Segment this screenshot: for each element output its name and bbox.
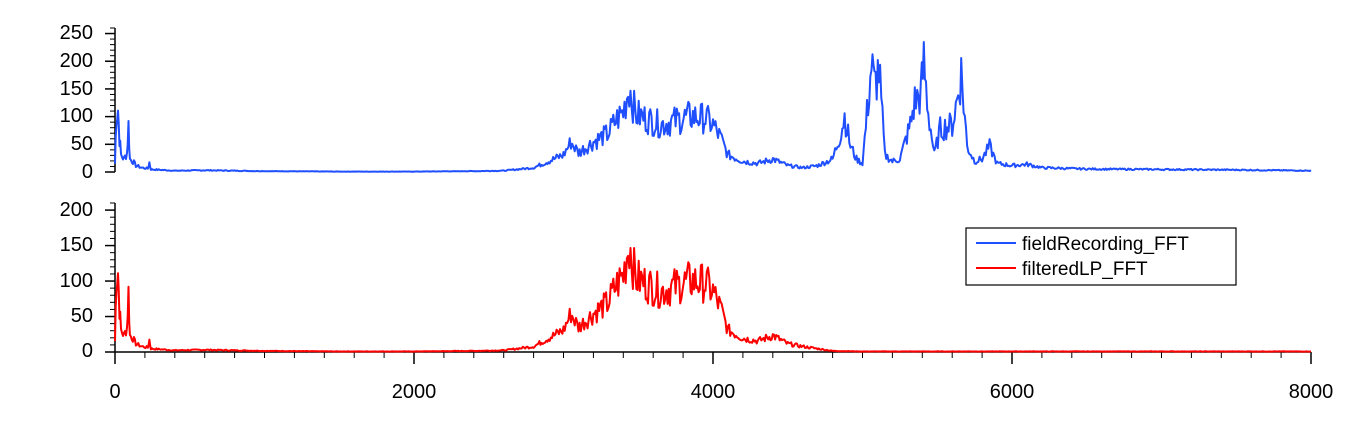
legend-label-filteredLP-FFT: filteredLP_FFT [1022, 259, 1148, 280]
x-tick-label-0: 0 [109, 381, 120, 403]
legend-label-fieldRecording-FFT: fieldRecording_FFT [1022, 234, 1189, 255]
top-panel: 0 50 100 150 200 250 [60, 22, 1312, 183]
bottom-panel: 0 50 100 150 200 0 2000 4000 6000 8000 [60, 199, 1334, 403]
x-tick-label-2000: 2000 [392, 381, 437, 403]
series-line-filteredLP-FFT [114, 247, 1312, 353]
x-tick-label-6000: 6000 [990, 381, 1035, 403]
top-y-tick-label-100: 100 [60, 105, 93, 127]
bottom-y-tick-label-100: 100 [60, 270, 93, 292]
legend-box [965, 227, 1237, 286]
top-y-tick-label-0: 0 [82, 161, 93, 183]
top-y-tick-label-150: 150 [60, 78, 93, 100]
bottom-y-tick-label-0: 0 [82, 340, 93, 362]
top-y-tick-label-200: 200 [60, 50, 93, 72]
x-ticks [114, 352, 1312, 364]
top-y-tick-label-50: 50 [71, 133, 93, 155]
legend: fieldRecording_FFT filteredLP_FFT [965, 227, 1237, 286]
series-line-fieldRecording-FFT [114, 41, 1312, 173]
bottom-y-tick-label-150: 150 [60, 234, 93, 256]
x-tick-label-4000: 4000 [691, 381, 736, 403]
top-y-ticks [105, 27, 115, 173]
bottom-y-tick-label-50: 50 [71, 305, 93, 327]
top-y-tick-label-250: 250 [60, 22, 93, 44]
bottom-y-ticks [105, 202, 115, 353]
bottom-y-tick-label-200: 200 [60, 199, 93, 221]
x-tick-label-8000: 8000 [1289, 381, 1334, 403]
